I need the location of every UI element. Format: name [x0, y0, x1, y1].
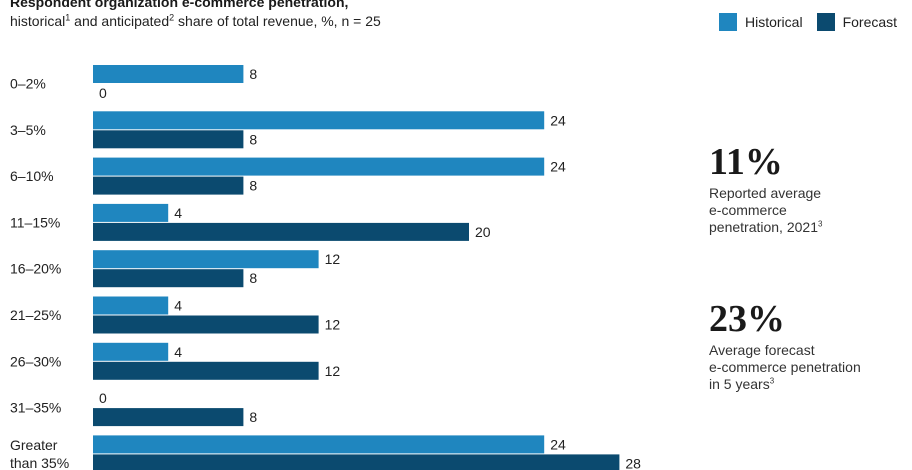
stat-desc-line: in 5 years3	[709, 376, 775, 392]
value-label: 28	[625, 455, 641, 470]
stat-desc-line: Reported average	[709, 185, 822, 201]
stat-desc-line: penetration, 20213	[709, 219, 823, 235]
value-label: 24	[550, 436, 566, 452]
legend-item-historical: Historical	[719, 13, 803, 31]
legend-label-historical: Historical	[745, 14, 803, 30]
chart-title: Respondent organization e-commerce penet…	[10, 0, 349, 10]
stat-desc-average-penetration: Reported average e-commerce penetration,…	[709, 185, 909, 236]
value-label: 20	[475, 224, 491, 240]
value-label: 12	[325, 251, 341, 267]
value-label: 8	[249, 409, 257, 425]
stat-value-average-penetration: 11%	[709, 141, 783, 183]
bar-historical	[93, 203, 169, 222]
subtitle-footnote-1: 1	[65, 12, 71, 23]
category-label: 0–2%	[10, 76, 46, 92]
category-label: 26–30%	[10, 353, 61, 369]
value-label: 0	[99, 85, 107, 101]
value-label: 12	[325, 317, 341, 333]
bar-forecast	[93, 315, 319, 334]
category-label: Greater than 35%	[10, 437, 69, 470]
stat-footnote: 3	[817, 219, 823, 229]
category-label: 6–10%	[10, 168, 54, 184]
subtitle-text-2: and anticipated	[70, 13, 170, 29]
bar-forecast	[93, 222, 469, 241]
subtitle-text-1: historical	[10, 13, 66, 29]
stat-desc-forecast-penetration: Average forecast e-commerce penetration …	[709, 342, 909, 393]
chart-subtitle: historical1 and anticipated2 share of to…	[10, 13, 381, 29]
value-label: 4	[174, 205, 182, 221]
category-label: 31–35%	[10, 400, 61, 416]
legend-label-forecast: Forecast	[842, 14, 898, 30]
value-label: 8	[249, 66, 257, 82]
value-label: 0	[99, 390, 107, 406]
bar-forecast	[93, 130, 244, 149]
category-label: 21–25%	[10, 307, 61, 323]
value-label: 8	[249, 270, 257, 286]
value-label: 24	[550, 112, 566, 128]
bar-historical	[93, 157, 545, 176]
bar-forecast	[93, 408, 244, 427]
bar-historical	[93, 65, 244, 83]
value-label: 4	[174, 344, 182, 360]
value-label: 8	[249, 178, 257, 194]
bar-forecast	[93, 361, 319, 380]
category-label: 11–15%	[10, 214, 60, 230]
chart-legend: Historical Forecast	[719, 13, 897, 31]
bar-forecast	[93, 269, 244, 288]
legend-swatch-historical	[719, 13, 737, 31]
subtitle-text-3: share of total revenue, %, n = 25	[174, 13, 381, 29]
stat-forecast-penetration: 23% Average forecast e-commerce penetrat…	[709, 299, 909, 393]
legend-item-forecast: Forecast	[816, 13, 898, 31]
bar-historical	[93, 435, 545, 454]
bar-historical	[93, 250, 319, 269]
stat-average-penetration: 11% Reported average e-commerce penetrat…	[709, 142, 909, 236]
stat-desc-line: e-commerce penetration	[709, 359, 861, 375]
bar-chart: 0–2% 8 0 3–5% 24 8 6–10% 24 8 11–15% 4 20 16–20% 12 8 2…	[10, 65, 641, 470]
stat-desc-line: e-commerce	[709, 202, 787, 218]
value-label: 4	[174, 298, 182, 314]
bar-forecast	[93, 176, 244, 195]
category-label: 3–5%	[10, 122, 46, 138]
stat-value-forecast-penetration: 23%	[709, 298, 785, 340]
bar-forecast	[93, 454, 620, 470]
value-label: 24	[550, 159, 566, 175]
value-label: 12	[325, 363, 341, 379]
bar-historical	[93, 111, 545, 130]
category-label: 16–20%	[10, 261, 61, 277]
bar-historical	[93, 296, 169, 315]
legend-swatch-forecast	[816, 13, 835, 31]
subtitle-footnote-2: 2	[169, 12, 175, 23]
value-label: 8	[249, 131, 257, 147]
stat-footnote: 3	[769, 376, 775, 386]
bar-historical	[93, 342, 169, 361]
stat-desc-line: Average forecast	[709, 342, 815, 358]
